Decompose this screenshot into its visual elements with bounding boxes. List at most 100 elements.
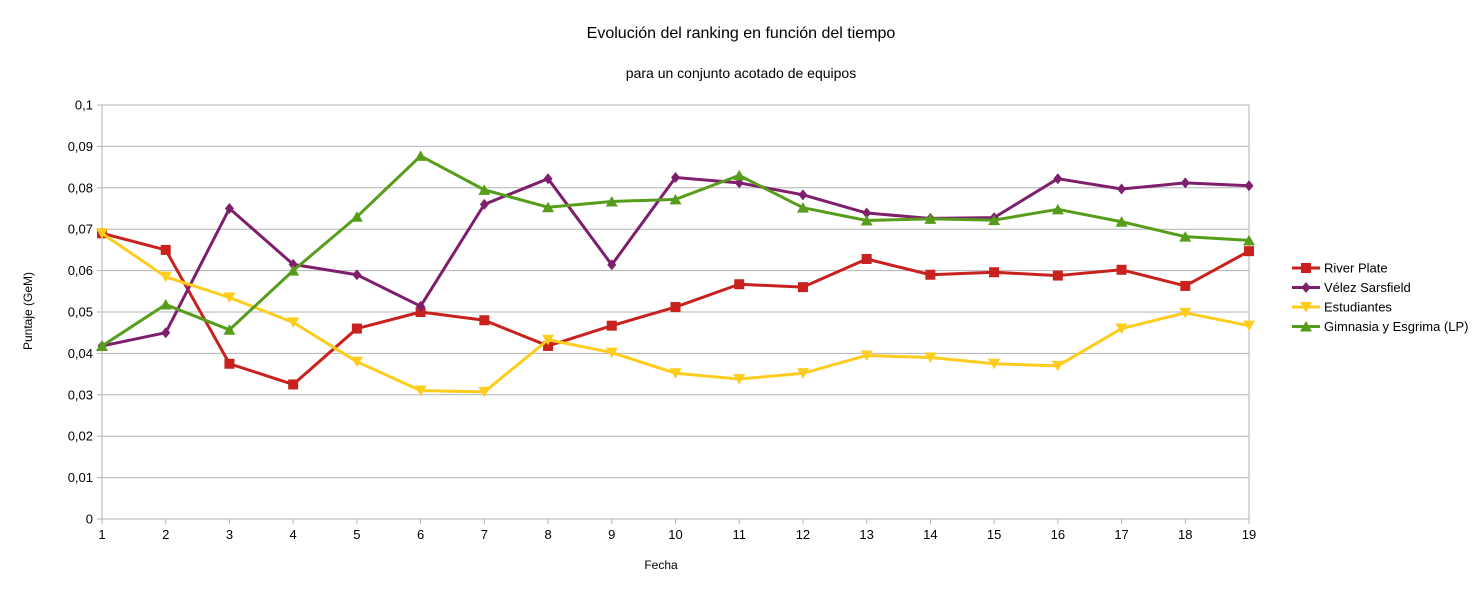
data-point — [1244, 246, 1254, 257]
data-point — [924, 352, 937, 364]
data-point — [350, 211, 363, 222]
data-point — [288, 379, 299, 390]
data-point — [862, 207, 872, 219]
y-tick-label: 0,07 — [68, 222, 93, 237]
x-tick-label: 7 — [481, 527, 488, 542]
data-point — [798, 189, 808, 201]
data-point — [669, 193, 682, 205]
x-axis-ticks: 1 2 3 4 5 6 7 8 9 10 11 12 13 14 15 16 17 18 19 — [98, 519, 1256, 542]
data-point — [1053, 173, 1063, 185]
data-point — [734, 279, 745, 290]
data-point — [733, 169, 746, 181]
data-point — [223, 292, 236, 304]
x-tick-label: 3 — [226, 527, 233, 542]
y-tick-label: 0,04 — [68, 346, 93, 361]
x-tick-label: 16 — [1051, 527, 1065, 542]
data-point — [860, 215, 873, 226]
x-tick-label: 17 — [1114, 527, 1128, 542]
legend-label: Vélez Sarsfield — [1324, 280, 1411, 295]
x-tick-label: 2 — [162, 527, 169, 542]
data-point — [224, 203, 234, 214]
data-point — [669, 368, 682, 379]
x-tick-label: 8 — [544, 527, 551, 542]
data-point — [161, 327, 171, 339]
data-point — [860, 350, 873, 361]
data-point — [159, 271, 172, 283]
series-3 — [96, 228, 1255, 398]
data-point — [1179, 307, 1192, 319]
data-point — [160, 244, 171, 255]
legend-marker — [1300, 321, 1312, 332]
data-point — [989, 267, 1000, 278]
x-tick-label: 6 — [417, 527, 424, 542]
data-point — [1243, 320, 1255, 332]
data-point — [988, 358, 1001, 370]
y-tick-label: 0,06 — [68, 263, 93, 278]
legend-entry: River Plate — [1292, 261, 1388, 276]
data-point — [478, 386, 491, 398]
data-point — [414, 150, 427, 161]
x-tick-label: 19 — [1242, 527, 1256, 542]
data-point — [605, 195, 618, 207]
data-point — [1244, 180, 1254, 192]
data-point — [924, 213, 937, 224]
x-tick-label: 15 — [987, 527, 1001, 542]
data-point — [223, 324, 236, 335]
x-tick-label: 5 — [353, 527, 360, 542]
data-point — [671, 171, 680, 183]
data-point — [96, 340, 108, 351]
data-point — [1117, 183, 1127, 195]
data-point — [479, 198, 489, 210]
x-tick-label: 13 — [859, 527, 873, 542]
data-point — [988, 214, 1001, 226]
data-point — [159, 299, 172, 310]
y-tick-label: 0 — [86, 512, 93, 527]
data-point — [478, 184, 491, 195]
x-tick-label: 14 — [923, 527, 937, 542]
data-point — [542, 201, 555, 213]
legend-entry: Gimnasia y Esgrima (LP) — [1292, 319, 1468, 334]
legend-marker — [1300, 302, 1312, 313]
legend-entry: Estudiantes — [1292, 300, 1392, 315]
y-axis-ticks: 0 0,01 0,02 0,03 0,04 0,05 0,06 0,07 0,08 0,09 0,1 — [68, 98, 102, 527]
data-point — [1180, 177, 1190, 189]
data-point — [1115, 323, 1128, 335]
data-point — [1052, 270, 1063, 281]
y-axis-label: Puntaje (GeM) — [21, 272, 35, 350]
legend-marker — [1301, 263, 1311, 273]
chart-title: Evolución del ranking en función del tie… — [587, 25, 896, 42]
data-point — [670, 302, 681, 313]
legend-label: River Plate — [1324, 261, 1388, 276]
data-point — [352, 269, 362, 281]
data-point — [1115, 216, 1128, 227]
x-tick-label: 1 — [98, 527, 105, 542]
series-group — [96, 150, 1255, 398]
data-point — [1179, 231, 1192, 242]
y-tick-label: 0,1 — [75, 98, 93, 113]
chart-subtitle: para un conjunto acotado de equipos — [626, 65, 856, 81]
data-point — [797, 282, 808, 293]
data-point — [224, 358, 235, 369]
data-point — [605, 347, 618, 359]
series-line — [101, 154, 1250, 348]
legend: River Plate Vélez Sarsfield Estudiantes Gim… — [1292, 261, 1468, 334]
x-tick-label: 4 — [290, 527, 297, 542]
y-tick-label: 0,08 — [68, 180, 93, 195]
y-tick-label: 0,01 — [68, 470, 93, 485]
legend-label: Gimnasia y Esgrima (LP) — [1324, 319, 1468, 334]
data-point — [416, 300, 426, 312]
y-tick-label: 0,05 — [68, 305, 93, 320]
plot-area — [101, 104, 1250, 520]
x-tick-label: 12 — [796, 527, 810, 542]
data-point — [796, 202, 809, 213]
series-4 — [96, 150, 1255, 351]
data-point — [733, 374, 746, 385]
data-point — [351, 323, 362, 334]
data-point — [796, 368, 809, 379]
data-point — [96, 228, 108, 239]
series-line — [101, 232, 1250, 394]
y-tick-label: 0,09 — [68, 139, 93, 154]
data-point — [543, 173, 553, 185]
